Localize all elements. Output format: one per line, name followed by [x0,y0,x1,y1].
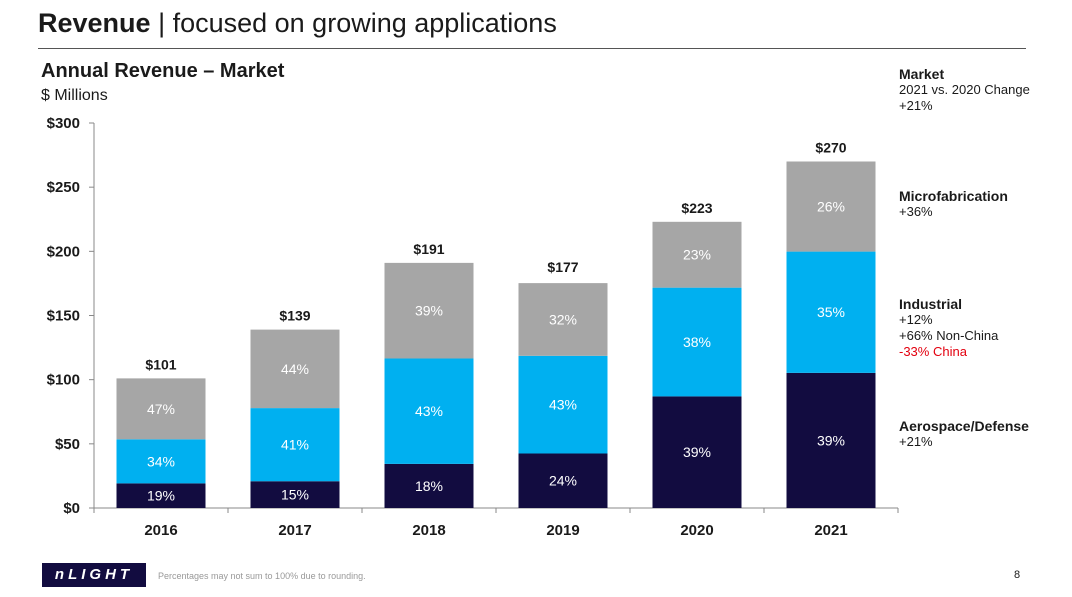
x-tick-label: 2017 [278,522,311,539]
legend-market-line2: +21% [899,98,933,113]
chart-subtitle: $ Millions [41,87,108,104]
segment-label: 47% [147,401,175,417]
footnote: Percentages may not sum to 100% due to r… [158,571,366,581]
segment-label: 24% [549,473,577,489]
segment-label: 26% [817,199,845,215]
segment-label: 39% [817,432,845,448]
x-tick-label: 2021 [814,522,847,539]
y-tick-label: $250 [47,179,80,196]
legend-market-line1: 2021 vs. 2020 Change [899,82,1030,97]
x-tick-label: 2016 [144,522,177,539]
y-tick-label: $150 [47,308,80,325]
legend-market: Market 2021 vs. 2020 Change +21% [899,66,1030,114]
y-tick-label: $300 [47,115,80,132]
segment-label: 19% [147,488,175,504]
legend-industrial-line3: -33% China [899,344,967,359]
bar-segment-industrial-2021 [786,251,876,373]
bar-total-label: $101 [145,356,176,372]
nlight-logo: nLIGHT [42,563,146,587]
bar-segment-industrial-2017 [250,408,340,482]
bar-segment-aerospace-defense-2021 [786,372,876,508]
x-tick-label: 2019 [546,522,579,539]
bar-segment-microfabrication-2019 [518,283,608,356]
legend-microfabrication-line1: +36% [899,204,933,219]
page-number: 8 [1014,569,1021,581]
bar-segment-aerospace-defense-2016 [116,483,206,508]
bar-segment-microfabrication-2020 [652,221,742,288]
bar-total-label: $177 [547,259,578,275]
y-tick-label: $50 [55,436,80,453]
bar-segment-industrial-2020 [652,287,742,397]
segment-label: 18% [415,478,443,494]
segment-label: 38% [683,334,711,350]
page-title-rest: | focused on growing applications [150,8,557,38]
y-tick-label: $200 [47,243,80,260]
segment-label: 39% [683,444,711,460]
segment-label: 15% [281,487,309,503]
bar-segment-microfabrication-2021 [786,161,876,252]
segment-label: 41% [281,437,309,453]
bar-segment-aerospace-defense-2020 [652,396,742,508]
bar-segment-microfabrication-2018 [384,262,474,359]
bar-segment-industrial-2018 [384,358,474,464]
legend-microfabrication: Microfabrication +36% [899,188,1008,220]
segment-label: 43% [415,403,443,419]
segment-label: 32% [549,311,577,327]
legend-aerospace-title: Aerospace/Defense [899,418,1029,434]
segment-label: 35% [817,304,845,320]
legend-industrial: Industrial +12% +66% Non-China -33% Chin… [899,296,998,360]
legend-microfabrication-title: Microfabrication [899,188,1008,204]
chart-title: Annual Revenue – Market [41,60,285,82]
legend-market-title: Market [899,66,945,82]
bar-segment-microfabrication-2017 [250,329,340,409]
bar-total-label: $191 [413,241,444,257]
page-title: Revenue | focused on growing application… [38,8,557,39]
title-divider [38,48,1026,49]
bar-segment-microfabrication-2016 [116,378,206,440]
bar-segment-aerospace-defense-2017 [250,481,340,508]
bar-total-label: $223 [681,200,712,216]
y-tick-label: $100 [47,372,80,389]
bar-segment-aerospace-defense-2019 [518,453,608,508]
bar-segment-aerospace-defense-2018 [384,463,474,508]
segment-label: 43% [549,397,577,413]
legend-industrial-title: Industrial [899,296,963,312]
bar-segment-industrial-2016 [116,439,206,484]
legend-aerospace-line1: +21% [899,434,933,449]
segment-label: 44% [281,361,309,377]
bar-total-label: $139 [279,308,310,324]
segment-label: 23% [683,247,711,263]
x-tick-label: 2020 [680,522,713,539]
segment-label: 39% [415,303,443,319]
legend-industrial-line1: +12% [899,312,933,327]
legend-aerospace: Aerospace/Defense +21% [899,418,1029,450]
y-tick-label: $0 [63,500,80,517]
legend-industrial-line2: +66% Non-China [899,328,999,343]
bar-total-label: $270 [815,140,846,156]
page-title-bold: Revenue [38,8,151,38]
segment-label: 34% [147,453,175,469]
bar-segment-industrial-2019 [518,355,608,454]
x-tick-label: 2018 [412,522,445,539]
